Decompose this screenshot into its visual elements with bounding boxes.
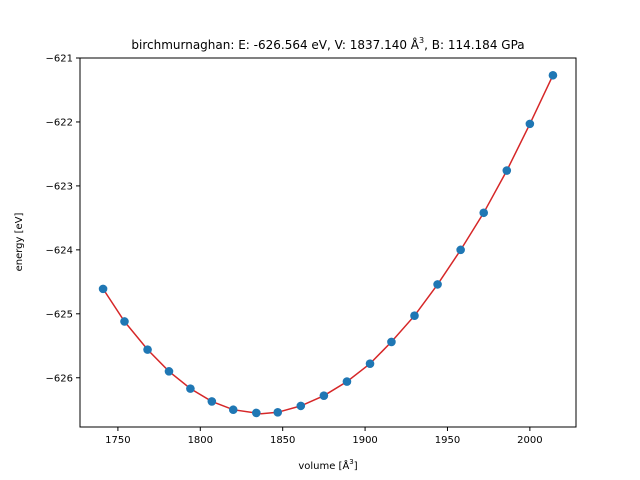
data-point — [228, 405, 238, 415]
chart-title: birchmurnaghan: E: -626.564 eV, V: 1837.… — [131, 36, 524, 52]
data-point — [456, 245, 465, 255]
x-axis-label: volume [Å3] — [298, 458, 357, 472]
data-point — [120, 317, 129, 326]
data-point — [319, 391, 329, 400]
y-tick-label: −625 — [46, 309, 73, 320]
data-point — [502, 166, 512, 175]
data-point — [164, 367, 174, 376]
data-point — [387, 337, 396, 347]
x-tick-label: 1800 — [188, 435, 213, 446]
data-point — [296, 401, 306, 411]
x-tick-label: 1850 — [270, 435, 295, 446]
x-tick-label: 1750 — [105, 435, 130, 446]
y-tick-label: −626 — [46, 373, 73, 384]
y-axis-label: energy [eV] — [14, 212, 25, 271]
data-point — [548, 70, 558, 80]
y-tick-label: −622 — [46, 117, 73, 128]
data-point — [479, 208, 489, 218]
data-point — [410, 311, 419, 321]
data-point — [98, 284, 108, 294]
y-tick-label: −624 — [46, 245, 73, 256]
data-point — [252, 408, 261, 418]
plot-area — [79, 57, 577, 428]
data-point — [207, 397, 217, 406]
y-tick-label: −623 — [46, 181, 73, 192]
data-point — [186, 384, 195, 393]
data-points-layer — [98, 70, 558, 418]
data-point — [273, 407, 283, 417]
axis-ticks: 1750 1800 1850 1900 1950 2000 −626 −625 −624 −623… — [46, 54, 543, 447]
x-tick-label: 1950 — [435, 435, 460, 446]
x-tick-label: 2000 — [517, 435, 542, 446]
data-point — [525, 119, 535, 129]
x-tick-label: 1900 — [352, 435, 377, 446]
y-tick-label: −621 — [46, 54, 73, 65]
data-point — [342, 377, 352, 386]
data-point — [365, 359, 375, 368]
data-point — [433, 280, 442, 289]
data-point — [143, 345, 152, 354]
